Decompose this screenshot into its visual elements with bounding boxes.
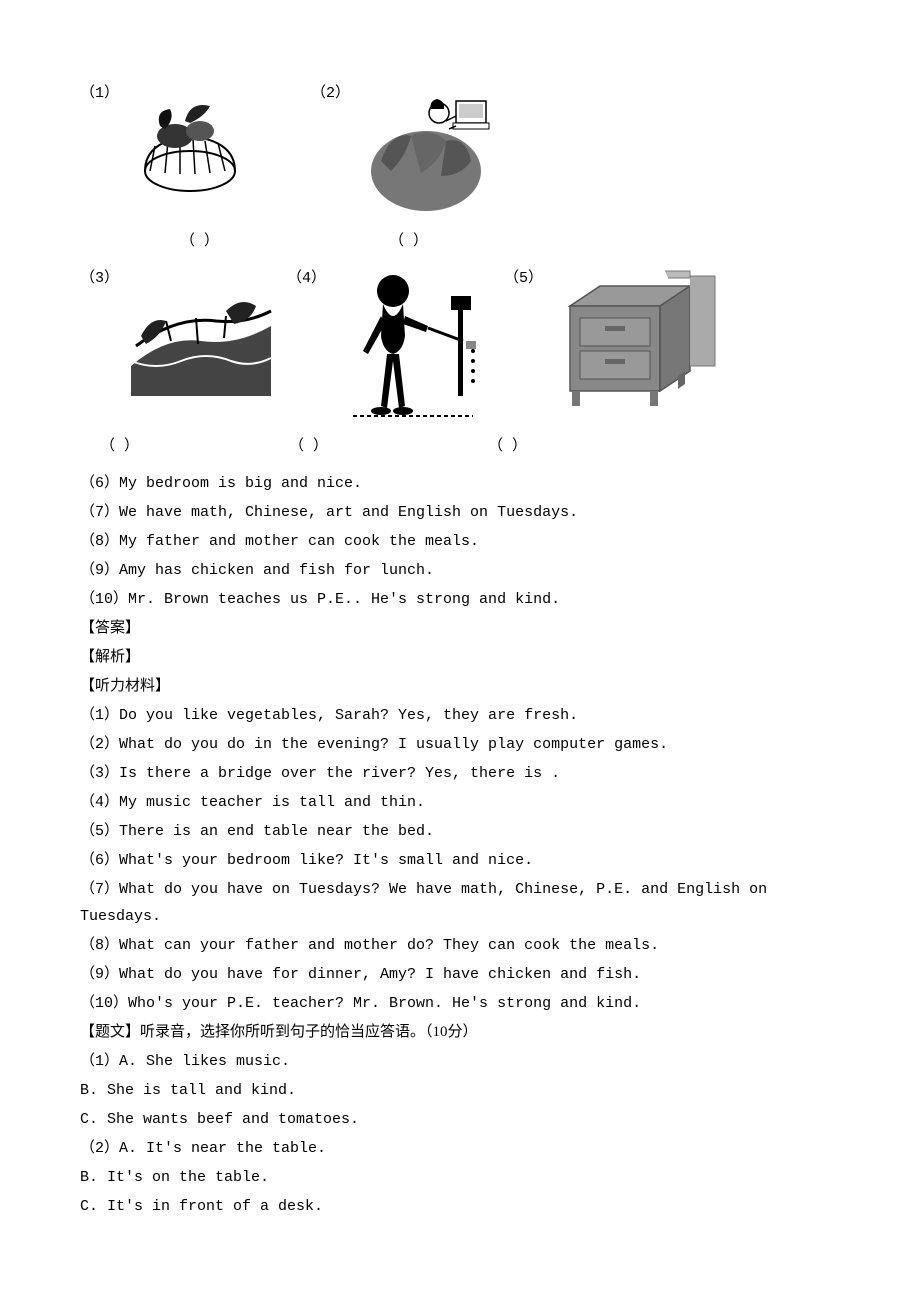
listen-8: （8）What can your father and mother do? T…: [80, 932, 840, 959]
img-num-3: （3）: [80, 270, 119, 287]
listen-3: （3）Is there a bridge over the river? Yes…: [80, 760, 840, 787]
img-num-4: （4）: [287, 270, 326, 287]
img-num-1: （1）: [80, 85, 119, 102]
image-row-2: （3） （4）: [80, 265, 840, 427]
stmt-8: （8）My father and mother can cook the mea…: [80, 528, 840, 555]
stmt-7: （7）We have math, Chinese, art and Englis…: [80, 499, 840, 526]
image-end-table: [549, 265, 721, 417]
choice-2c: C. It's in front of a desk.: [80, 1193, 840, 1220]
image-computer: [360, 80, 502, 222]
choice-2b: B. It's on the table.: [80, 1164, 840, 1191]
listen-1: （1）Do you like vegetables, Sarah? Yes, t…: [80, 702, 840, 729]
stmt-10: （10）Mr. Brown teaches us P.E.. He's stro…: [80, 586, 840, 613]
listen-6: （6）What's your bedroom like? It's small …: [80, 847, 840, 874]
question-intro: 【题文】听录音，选择你所听到句子的恰当应答语。（10分）: [80, 1019, 840, 1046]
paren-1: （ ）: [180, 228, 219, 255]
img-num-2: （2）: [311, 85, 350, 102]
stmt-6: （6）My bedroom is big and nice.: [80, 470, 840, 497]
image-row-1: （1） （2）: [80, 80, 840, 222]
image-teacher: [332, 265, 484, 427]
paren-4: （ ）: [289, 433, 328, 460]
listen-5: （5）There is an end table near the bed.: [80, 818, 840, 845]
choice-1a: （1）A. She likes music.: [80, 1048, 840, 1075]
choice-2a: （2）A. It's near the table.: [80, 1135, 840, 1162]
img-num-5: （5）: [504, 270, 543, 287]
paren-row-1: （ ） （ ）: [80, 228, 840, 255]
choice-1c: C. She wants beef and tomatoes.: [80, 1106, 840, 1133]
section-answer: 【答案】: [80, 615, 840, 642]
paren-2: （ ）: [389, 228, 428, 255]
paren-row-2: （ ） （ ） （ ）: [80, 433, 840, 460]
listen-2: （2）What do you do in the evening? I usua…: [80, 731, 840, 758]
image-bridge: [125, 265, 277, 407]
stmt-9: （9）Amy has chicken and fish for lunch.: [80, 557, 840, 584]
section-analysis: 【解析】: [80, 644, 840, 671]
listen-7: （7）What do you have on Tuesdays? We have…: [80, 876, 840, 930]
section-listening: 【听力材料】: [80, 673, 840, 700]
listen-9: （9）What do you have for dinner, Amy? I h…: [80, 961, 840, 988]
paren-5: （ ）: [488, 433, 527, 460]
image-basket: [129, 80, 251, 202]
choice-1b: B. She is tall and kind.: [80, 1077, 840, 1104]
listen-10: （10）Who's your P.E. teacher? Mr. Brown. …: [80, 990, 840, 1017]
paren-3: （ ）: [100, 433, 139, 460]
listen-4: （4）My music teacher is tall and thin.: [80, 789, 840, 816]
